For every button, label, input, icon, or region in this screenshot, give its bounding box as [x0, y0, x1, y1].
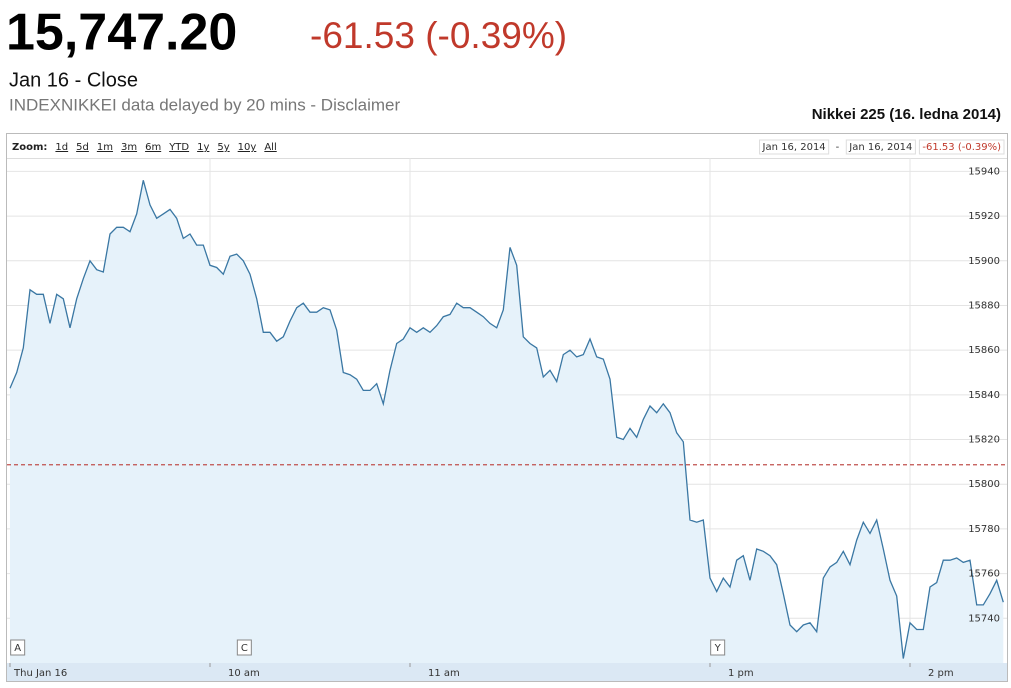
y-tick-label: 15940 [968, 166, 1000, 177]
flag-label[interactable]: Y [714, 643, 722, 654]
range-box [759, 139, 830, 155]
chart-title: Nikkei 225 (16. ledna 2014) [812, 106, 1001, 123]
price-line [9, 180, 1004, 659]
y-tick-label: 15780 [968, 524, 1000, 535]
y-tick-label: 15800 [968, 479, 1000, 490]
range-change: -61.53 (-0.39%) [922, 142, 1001, 153]
range-display: -61.53 (-0.39%) Jan 16, 2014-Jan 16, 2014 [759, 139, 1005, 155]
zoom-option[interactable]: 1m [97, 142, 113, 153]
close-date: Jan 16 - Close [9, 69, 138, 91]
zoom-label: Zoom: [12, 142, 47, 153]
x-tick-label: 10 am [228, 668, 260, 679]
x-tick-label: 2 pm [928, 668, 954, 679]
range-box [845, 139, 916, 155]
price-change: -61.53 (-0.39%) [310, 15, 567, 56]
source-note: INDEXNIKKEI data delayed by 20 mins - Di… [9, 95, 400, 114]
x-tick-label: 1 pm [728, 668, 754, 679]
flag-box[interactable] [10, 639, 26, 656]
zoom-option[interactable]: 1y [197, 142, 209, 153]
y-tick-label: 15820 [968, 435, 1000, 446]
zoom-option[interactable]: 5y [217, 142, 229, 153]
y-tick-label: 15880 [968, 300, 1000, 311]
plot: Thu Jan 16 10 am 11 am 1 pm 2 pm 15740 15760 15… [7, 158, 1007, 679]
zoom-option[interactable]: 1d [55, 142, 68, 153]
price: 15,747.20 [6, 4, 237, 62]
area [10, 180, 1004, 664]
flag-box[interactable] [236, 639, 252, 656]
range-box [918, 139, 1005, 155]
flag-label[interactable]: A [14, 643, 21, 654]
range-start: Jan 16, 2014 [762, 142, 826, 153]
zoom-options: 1d 5d 1m 3m 6m YTD 1y 5y 10y All [55, 142, 276, 153]
x-axis-band [7, 663, 1007, 681]
range-end: Jan 16, 2014 [848, 142, 912, 153]
flag-label[interactable]: C [241, 643, 248, 654]
flag-box[interactable] [710, 639, 726, 656]
zoom-option[interactable]: 5d [76, 142, 89, 153]
zoom-option[interactable]: 3m [121, 142, 137, 153]
x-tick-label: Thu Jan 16 [13, 668, 67, 679]
y-tick-label: 15740 [968, 613, 1000, 624]
y-tick-label: 15840 [968, 390, 1000, 401]
zoom-option[interactable]: All [264, 142, 276, 153]
x-tick-label: 11 am [428, 668, 460, 679]
y-tick-label: 15920 [968, 211, 1000, 222]
zoom-option[interactable]: 6m [145, 142, 161, 153]
zoom-option[interactable]: 10y [238, 142, 257, 153]
y-tick-label: 15860 [968, 345, 1000, 356]
y-tick-label: 15900 [968, 256, 1000, 267]
y-tick-label: 15760 [968, 569, 1000, 580]
zoom-option[interactable]: YTD [168, 142, 189, 153]
range-separator: - [836, 142, 840, 153]
